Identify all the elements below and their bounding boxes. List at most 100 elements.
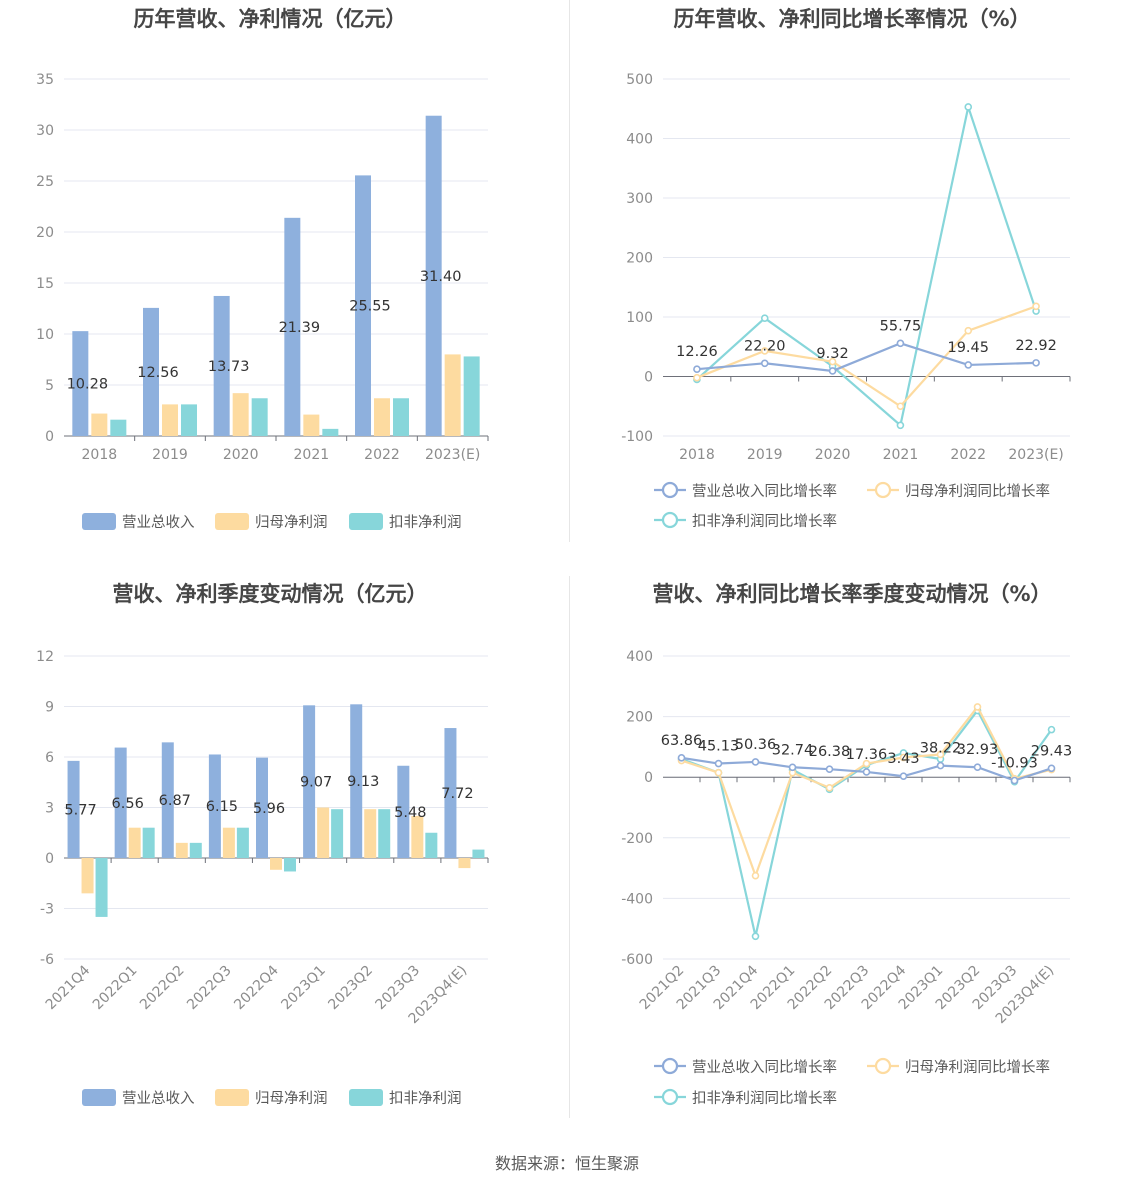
y-tick-label: 0: [45, 429, 54, 445]
legend-swatch: [215, 513, 249, 530]
data-label: 9.07: [300, 775, 332, 791]
y-tick-label: -400: [621, 891, 653, 907]
point-营业总收入同比增长率: [862, 768, 871, 776]
point-扣非净利润同比增长率: [1047, 725, 1056, 734]
bar-扣非净利润: [142, 827, 155, 858]
legend-marker: [661, 1088, 679, 1106]
point-营业总收入同比增长率: [825, 765, 834, 774]
x-tick-label: 2019: [152, 447, 188, 463]
point-归母净利润同比增长率: [828, 357, 837, 366]
data-label: 10.28: [67, 377, 109, 393]
point-归母净利润同比增长率: [862, 759, 871, 768]
bar-归母净利润: [128, 827, 141, 858]
data-label: 32.74: [772, 742, 814, 758]
quarterly-revenue-profit-bar-chart: 营收、净利季度变动情况（亿元）-6-30369122021Q42022Q1202…: [36, 582, 489, 1107]
y-tick-label: 0: [644, 370, 653, 386]
data-label: 32.93: [957, 742, 999, 758]
bar-营业总收入: [425, 115, 442, 436]
point-归母净利润同比增长率: [751, 871, 760, 880]
data-label: 5.77: [64, 802, 96, 818]
y-tick-label: 200: [626, 251, 653, 267]
annual-growth-rate-line-chart: 历年营收、净利同比增长率情况（%） -100 0 100 200 300 400 500 201…: [621, 7, 1071, 530]
y-tick-label: 400: [626, 132, 653, 148]
point-归母净利润同比增长率: [760, 347, 769, 355]
y-tick-label: 0: [644, 770, 653, 786]
bar-扣非净利润: [189, 842, 202, 858]
y-tick-label: -600: [621, 952, 653, 968]
annual-revenue-profit-bar-chart: 历年营收、净利情况（亿元） 0 5 10 15 20 25 30 35 2018 2019 2020 2…: [36, 7, 489, 531]
y-tick-label: 400: [626, 649, 653, 665]
legend-label: 扣非净利润同比增长率: [692, 513, 837, 530]
bar-归母净利润: [175, 842, 188, 858]
data-source-note: 数据来源：恒生聚源: [494, 1154, 639, 1173]
point-营业总收入同比增长率: [973, 763, 982, 772]
legend-swatch: [82, 513, 116, 530]
x-tick-label: 2021: [883, 447, 919, 463]
point-营业总收入同比增长率: [828, 367, 837, 375]
vertical-divider-bottom: [569, 576, 570, 1118]
y-tick-label: 20: [36, 225, 54, 241]
legend-marker: [874, 1057, 892, 1075]
bar-扣非净利润: [284, 858, 296, 872]
point-归母净利润同比增长率: [1032, 302, 1040, 311]
bar-扣非净利润: [181, 404, 197, 436]
legend-swatch: [349, 513, 383, 530]
x-tick-label: 2023Q1: [278, 963, 329, 1014]
point-营业总收入同比增长率: [693, 365, 701, 374]
data-label: 21.39: [279, 320, 321, 336]
y-tick-label: 300: [626, 191, 653, 207]
bar-营业总收入: [303, 705, 316, 858]
bar-扣非净利润: [425, 832, 438, 858]
point-营业总收入同比增长率: [964, 361, 973, 369]
bar-归母净利润: [317, 807, 330, 858]
y-tick-label: 25: [36, 174, 54, 190]
bar-扣非净利润: [236, 827, 249, 858]
data-label: 17.36: [846, 747, 888, 763]
bar-归母净利润: [364, 809, 377, 858]
y-tick-label: 500: [626, 72, 653, 88]
x-tick-label: 2022Q1: [90, 963, 141, 1014]
y-tick-label: 35: [36, 72, 54, 88]
data-label: 38.22: [920, 741, 962, 757]
point-归母净利润同比增长率: [825, 784, 834, 792]
data-label: 22.92: [1015, 338, 1057, 354]
bar-营业总收入: [67, 760, 80, 858]
data-label: 6.87: [159, 793, 191, 809]
legend-label: 营业总收入同比增长率: [692, 483, 837, 500]
y-tick-label: -200: [621, 831, 653, 847]
bar-归母净利润: [444, 354, 461, 436]
data-label: 9.32: [816, 346, 848, 362]
point-营业总收入同比增长率: [1047, 764, 1056, 773]
vertical-divider-top: [569, 0, 570, 542]
x-tick-label: 2023(E): [1008, 447, 1063, 463]
bar-扣非净利润: [378, 809, 391, 858]
legend-label: 营业总收入: [122, 514, 195, 531]
x-tick-label: 2023Q2: [325, 963, 376, 1014]
point-营业总收入同比增长率: [899, 772, 908, 780]
point-营业总收入同比增长率: [896, 339, 905, 348]
legend-marker: [661, 511, 679, 529]
data-label: 29.43: [1031, 743, 1073, 759]
bar-归母净利润: [411, 815, 424, 858]
y-tick-label: 6: [45, 750, 54, 766]
data-label: 45.13: [698, 739, 740, 755]
bar-归母净利润: [81, 858, 94, 894]
y-tick-label: 12: [36, 649, 54, 665]
bar-扣非净利润: [472, 849, 485, 858]
x-tick-label: 2023(E): [425, 447, 480, 463]
data-label: 25.55: [349, 299, 391, 315]
x-tick-label: 2018: [82, 447, 118, 463]
legend-label: 营业总收入: [122, 1090, 195, 1107]
y-tick-label: 5: [45, 378, 54, 394]
y-tick-label: 100: [626, 310, 653, 326]
bar-归母净利润: [162, 404, 178, 436]
legend-swatch: [215, 1089, 249, 1106]
legend-marker: [874, 481, 892, 499]
point-营业总收入同比增长率: [760, 359, 769, 368]
y-tick-label: 10: [36, 327, 54, 343]
point-营业总收入同比增长率: [751, 758, 760, 766]
x-tick-label: 2019: [747, 447, 783, 463]
bar-扣非净利润: [110, 419, 127, 436]
data-label: 5.96: [253, 801, 285, 817]
data-label: 3.43: [887, 751, 919, 767]
